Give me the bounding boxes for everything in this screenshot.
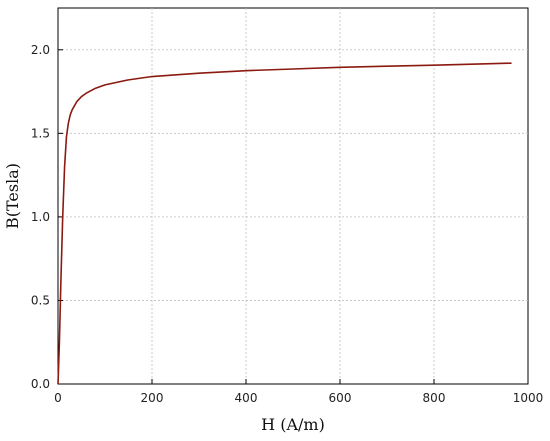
x-axis-title: H (A/m) — [261, 415, 325, 434]
y-tick-label: 1.5 — [31, 126, 50, 140]
x-tick-label: 600 — [329, 391, 352, 405]
x-tick-label: 0 — [54, 391, 62, 405]
y-tick-label: 0.5 — [31, 293, 50, 307]
y-axis-ticks: 0.0 0.5 1.0 1.5 2.0 — [31, 43, 63, 391]
x-tick-label: 200 — [141, 391, 164, 405]
y-tick-label: 2.0 — [31, 43, 50, 57]
series-lines — [57, 62, 512, 385]
y-axis-title: B(Tesla) — [3, 163, 22, 229]
x-tick-label: 800 — [423, 391, 446, 405]
x-axis-ticks: 0 200 400 600 800 1000 — [54, 379, 543, 405]
plot-area — [57, 7, 529, 385]
y-tick-label: 1.0 — [31, 210, 50, 224]
series-line — [57, 62, 512, 385]
x-tick-label: 400 — [235, 391, 258, 405]
x-tick-label: 1000 — [513, 391, 544, 405]
grid — [58, 8, 528, 384]
y-tick-label: 0.0 — [31, 377, 50, 391]
